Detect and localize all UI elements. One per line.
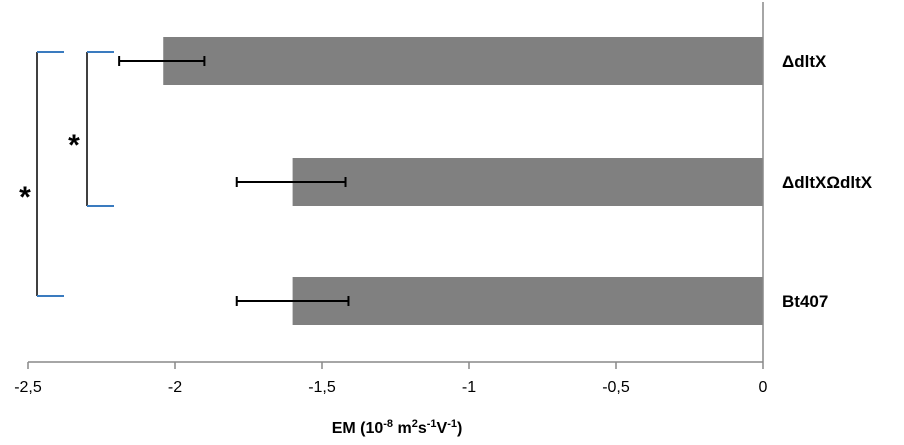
x-tick-label-2: -1,5: [308, 379, 336, 396]
error-bars-group: [118, 56, 350, 306]
x-axis-title: EM (10-8 m2s-1V-1): [332, 418, 463, 437]
x-tick-label-1: -2: [168, 379, 182, 396]
category-labels-group: ΔdltX ΔdltXΩdltX Bt407: [782, 52, 873, 311]
bar-0: [163, 37, 764, 85]
x-tick-label-3: -1: [462, 379, 476, 396]
category-label-1: ΔdltXΩdltX: [782, 173, 873, 192]
significance-star-1: *: [19, 181, 31, 214]
axes-group: -2,5 -2 -1,5 -1 -0,5 0: [14, 2, 768, 396]
bars-group: [163, 37, 764, 325]
category-label-2: Bt407: [782, 292, 828, 311]
significance-star-0: *: [68, 129, 80, 162]
bar-2: [292, 277, 763, 325]
category-label-0: ΔdltX: [782, 52, 827, 71]
x-tick-label-0: -2,5: [14, 379, 42, 396]
significance-group: **: [19, 51, 114, 297]
x-tick-label-4: -0,5: [602, 379, 630, 396]
x-tick-label-5: 0: [759, 379, 768, 396]
bar-1: [292, 158, 763, 206]
